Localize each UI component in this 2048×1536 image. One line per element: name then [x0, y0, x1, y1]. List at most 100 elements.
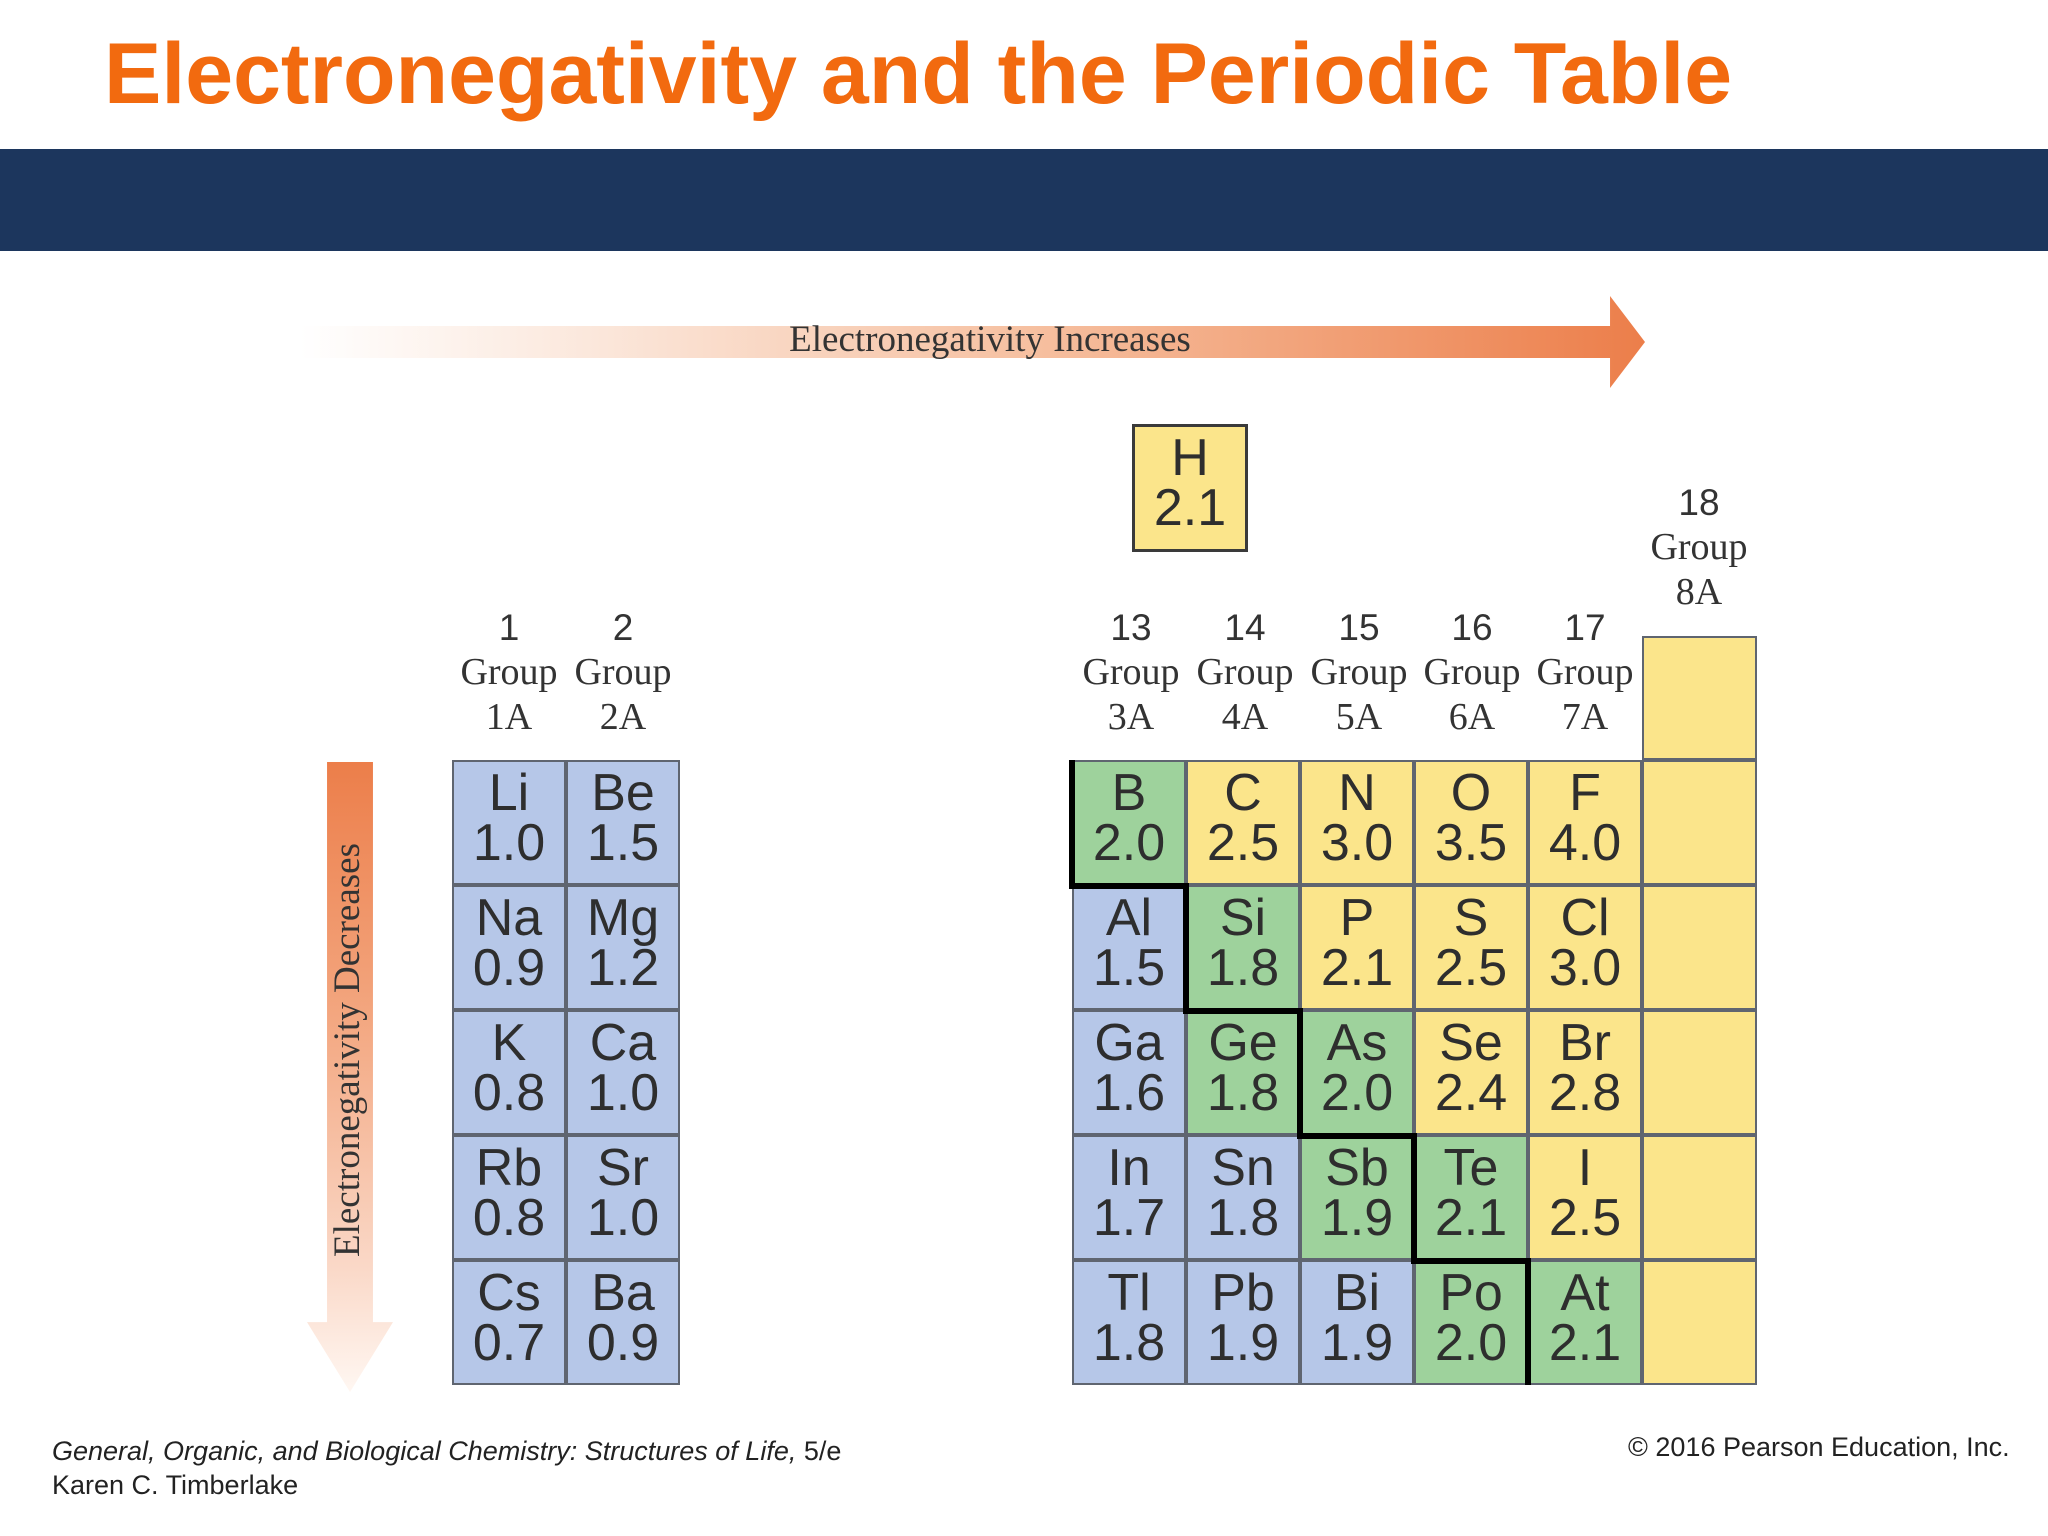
element-cell-in: In 1.7	[1072, 1135, 1186, 1260]
element-cell-sb: Sb 1.9	[1300, 1135, 1414, 1260]
element-symbol: Sb	[1325, 1139, 1389, 1197]
electronegativity-value: 1.5	[1092, 939, 1166, 997]
electronegativity-value: 1.8	[1206, 1189, 1280, 1247]
element-cell-b: B 2.0	[1072, 760, 1186, 885]
element-cell-as: As 2.0	[1300, 1010, 1414, 1135]
group-header-17: 17 Group 7A	[1536, 607, 1634, 738]
copyright-notice: © 2016 Pearson Education, Inc.	[1628, 1432, 2010, 1462]
electronegativity-value: 2.8	[1548, 1064, 1622, 1122]
element-symbol: Rb	[475, 1139, 543, 1197]
element-cell-i: I 2.5	[1528, 1135, 1642, 1260]
element-symbol: S	[1453, 889, 1489, 947]
group-header-15: 15 Group 5A	[1310, 607, 1408, 738]
element-cell-ca: Ca 1.0	[566, 1010, 680, 1135]
element-cell-mg: Mg 1.2	[566, 885, 680, 1010]
element-symbol: Mg	[586, 889, 660, 947]
element-cell-at: At 2.1	[1528, 1260, 1642, 1385]
electronegativity-value: 3.0	[1548, 939, 1622, 997]
electronegativity-value: 0.7	[472, 1314, 546, 1372]
element-symbol: Be	[591, 764, 655, 822]
element-cell-s: S 2.5	[1414, 885, 1528, 1010]
element-cell-h: H 2.1	[1132, 424, 1248, 552]
metalloid-staircase-line	[1411, 1258, 1531, 1264]
element-symbol: C	[1224, 764, 1262, 822]
element-cell-n: N 3.0	[1300, 760, 1414, 885]
group-header-14: 14 Group 4A	[1196, 607, 1294, 738]
electronegativity-value: 1.0	[472, 814, 546, 872]
element-cell-te: Te 2.1	[1414, 1135, 1528, 1260]
element-cell-al: Al 1.5	[1072, 885, 1186, 1010]
electronegativity-value: 1.6	[1092, 1064, 1166, 1122]
electronegativity-value: 2.0	[1434, 1314, 1508, 1372]
element-cell-k: K 0.8	[452, 1010, 566, 1135]
electronegativity-value: 2.0	[1092, 814, 1166, 872]
element-symbol: Po	[1439, 1264, 1503, 1322]
element-symbol: F	[1569, 764, 1601, 822]
element-cell-ba: Ba 0.9	[566, 1260, 680, 1385]
electronegativity-value: 1.9	[1320, 1314, 1394, 1372]
element-symbol: As	[1326, 1014, 1388, 1072]
element-cell-li: Li 1.0	[452, 760, 566, 885]
electronegativity-value: 0.8	[472, 1189, 546, 1247]
electronegativity-value: 2.5	[1206, 814, 1280, 872]
metalloid-staircase-line	[1183, 1008, 1303, 1014]
element-symbol: In	[1107, 1139, 1151, 1197]
electronegativity-value: 1.2	[586, 939, 660, 997]
element-symbol: Na	[475, 889, 543, 947]
element-cell-bi: Bi 1.9	[1300, 1260, 1414, 1385]
metalloid-staircase-line	[1411, 1133, 1417, 1264]
element-symbol: B	[1111, 764, 1147, 822]
element-cell-cl: Cl 3.0	[1528, 885, 1642, 1010]
slide-title: Electronegativity and the Periodic Table	[104, 26, 1733, 122]
element-symbol: I	[1577, 1139, 1593, 1197]
electronegativity-value: 1.9	[1206, 1314, 1280, 1372]
element-symbol: H	[1171, 429, 1209, 487]
increase-arrow-label: Electronegativity Increases	[789, 319, 1191, 360]
group-header-1: 1 Group 1A	[460, 607, 558, 738]
element-cell-be: Be 1.5	[566, 760, 680, 885]
group-header-13: 13 Group 3A	[1082, 607, 1180, 738]
electronegativity-value: 2.4	[1434, 1064, 1508, 1122]
book-author: Karen C. Timberlake	[52, 1470, 299, 1500]
electronegativity-value: 2.5	[1434, 939, 1508, 997]
metalloid-staircase-line	[1069, 760, 1075, 889]
decrease-arrow-label: Electronegativity Decreases	[327, 843, 368, 1257]
electronegativity-value: 0.9	[586, 1314, 660, 1372]
metalloid-staircase-line	[1069, 883, 1189, 889]
element-symbol: Tl	[1107, 1264, 1151, 1322]
element-symbol: O	[1450, 764, 1492, 822]
element-symbol: Cs	[477, 1264, 541, 1322]
element-symbol: K	[491, 1014, 527, 1072]
element-cell-c: C 2.5	[1186, 760, 1300, 885]
electronegativity-value: 1.5	[586, 814, 660, 872]
metalloid-staircase-line	[1525, 1258, 1531, 1385]
element-cell-cs: Cs 0.7	[452, 1260, 566, 1385]
element-cell-na: Na 0.9	[452, 885, 566, 1010]
element-cell-rb: Rb 0.8	[452, 1135, 566, 1260]
element-cell-sr: Sr 1.0	[566, 1135, 680, 1260]
electronegativity-value: 3.5	[1434, 814, 1508, 872]
element-cell-ge: Ge 1.8	[1186, 1010, 1300, 1135]
electronegativity-value: 2.5	[1548, 1189, 1622, 1247]
group-header-2: 2 Group 2A	[574, 607, 672, 738]
element-symbol: N	[1338, 764, 1376, 822]
element-cell-ga: Ga 1.6	[1072, 1010, 1186, 1135]
element-symbol: Bi	[1333, 1264, 1381, 1322]
element-symbol: Sr	[597, 1139, 649, 1197]
electronegativity-value: 4.0	[1548, 814, 1622, 872]
element-symbol: At	[1560, 1264, 1610, 1322]
group-18-header-cell	[1642, 636, 1757, 760]
electronegativity-value: 2.1	[1320, 939, 1394, 997]
element-symbol: Ga	[1094, 1014, 1164, 1072]
element-cell-po: Po 2.0	[1414, 1260, 1528, 1385]
metalloid-staircase-line	[1297, 1008, 1303, 1139]
electronegativity-value: 3.0	[1320, 814, 1394, 872]
element-symbol: Ca	[589, 1014, 657, 1072]
electronegativity-value: 1.8	[1092, 1314, 1166, 1372]
element-cell-se: Se 2.4	[1414, 1010, 1528, 1135]
group-header-18: 18 Group 8A	[1650, 482, 1748, 613]
group-18-cell	[1642, 1010, 1757, 1135]
element-symbol: Ge	[1208, 1014, 1278, 1072]
element-symbol: Al	[1105, 889, 1153, 947]
element-cell-sn: Sn 1.8	[1186, 1135, 1300, 1260]
